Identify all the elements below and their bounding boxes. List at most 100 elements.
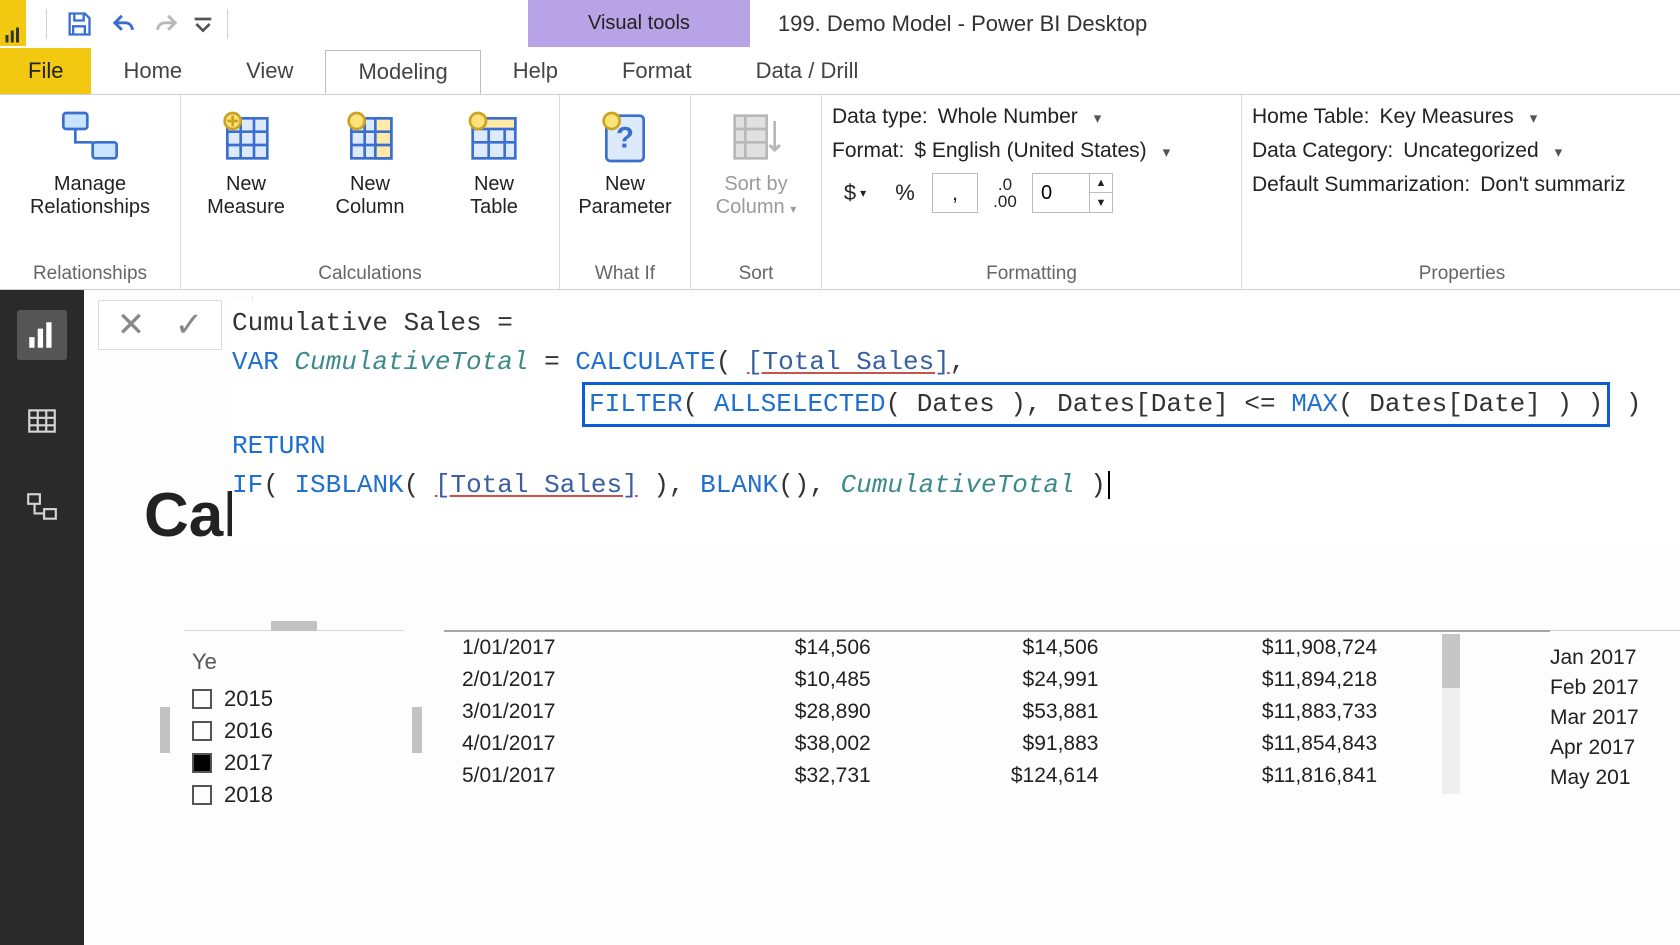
model-view-button[interactable] xyxy=(17,482,67,532)
report-view-button[interactable] xyxy=(17,310,67,360)
table-cell: 1/01/2017 xyxy=(444,632,683,664)
format-dropdown[interactable]: Format: $ English (United States) xyxy=(832,139,1232,163)
decimals-input[interactable] xyxy=(1033,182,1089,205)
home-table-label: Home Table: xyxy=(1252,105,1370,129)
decimals-down[interactable]: ▼ xyxy=(1090,193,1112,212)
table-row[interactable]: 3/01/2017$28,890$53,881$11,883,733 xyxy=(444,696,1395,728)
tab-modeling[interactable]: Modeling xyxy=(325,50,480,94)
slicer-item-label: 2016 xyxy=(224,718,273,744)
table-cell: 3/01/2017 xyxy=(444,696,683,728)
summarize-value: Don't summariz xyxy=(1480,173,1625,197)
formula-bar: ✕ ✓ Cumulative Sales = VAR CumulativeTot… xyxy=(98,300,1680,545)
new-measure-button[interactable]: New Measure xyxy=(191,99,301,219)
sort-by-column-button[interactable]: Sort by Column ▾ xyxy=(701,99,811,219)
month-item: Jan 2017 xyxy=(1550,643,1680,673)
formula-cancel-button[interactable]: ✕ xyxy=(105,303,157,347)
grid-scrollbar[interactable] xyxy=(1442,634,1460,794)
month-item: Feb 2017 xyxy=(1550,673,1680,703)
group-whatif: ? New Parameter What If xyxy=(560,95,691,289)
format-value: $ English (United States) xyxy=(914,139,1146,163)
slicer-item-label: 2015 xyxy=(224,686,273,712)
ribbon: Manage Relationships Relationships New M… xyxy=(0,94,1680,290)
slicer-title: Ye xyxy=(192,649,396,675)
new-parameter-button[interactable]: ? New Parameter xyxy=(570,99,680,219)
slicer-item[interactable]: 2015 xyxy=(192,683,396,715)
table-cell: $38,002 xyxy=(683,728,889,760)
table-cell: 2/01/2017 xyxy=(444,664,683,696)
save-icon[interactable] xyxy=(61,6,97,42)
checkbox[interactable] xyxy=(192,689,212,709)
data-category-dropdown[interactable]: Data Category: Uncategorized xyxy=(1252,139,1652,163)
table-cell: $32,731 xyxy=(683,760,889,792)
document-title: 199. Demo Model - Power BI Desktop xyxy=(750,0,1680,47)
text-cursor xyxy=(1108,471,1110,499)
group-formatting: Data type: Whole Number Format: $ Englis… xyxy=(822,95,1242,289)
decimals-up[interactable]: ▲ xyxy=(1090,174,1112,193)
summarize-label: Default Summarization: xyxy=(1252,173,1470,197)
tab-format[interactable]: Format xyxy=(590,48,724,94)
new-column-icon xyxy=(338,105,402,169)
table-row[interactable]: 1/01/2017$14,506$14,506$11,908,724 xyxy=(444,632,1395,664)
data-grid[interactable]: 1/01/2017$14,506$14,506$11,908,7242/01/2… xyxy=(444,630,1550,829)
formula-editor[interactable]: Cumulative Sales = VAR CumulativeTotal =… xyxy=(232,300,1680,545)
table-row[interactable]: 5/01/2017$32,731$124,614$11,816,841 xyxy=(444,760,1395,792)
data-type-dropdown[interactable]: Data type: Whole Number xyxy=(832,105,1232,129)
redo-icon[interactable] xyxy=(149,6,185,42)
slicer-resize-top[interactable] xyxy=(271,621,317,631)
new-table-icon xyxy=(462,105,526,169)
year-slicer[interactable]: Ye 2015 2016 2017 2018 xyxy=(184,630,404,829)
table-cell: $11,894,218 xyxy=(1116,664,1395,696)
data-type-value: Whole Number xyxy=(938,105,1078,129)
manage-relationships-button[interactable]: Manage Relationships xyxy=(10,99,170,219)
formula-commit-button[interactable]: ✓ xyxy=(163,303,215,347)
default-summarization-dropdown[interactable]: Default Summarization: Don't summariz xyxy=(1252,173,1652,197)
qat-customize-icon[interactable] xyxy=(193,6,213,42)
slicer-item-label: 2017 xyxy=(224,750,273,776)
new-table-button[interactable]: New Table xyxy=(439,99,549,219)
home-table-dropdown[interactable]: Home Table: Key Measures xyxy=(1252,105,1652,129)
group-label-calculations: Calculations xyxy=(191,261,549,287)
thousands-separator-button[interactable]: , xyxy=(932,173,978,213)
table-cell: $14,506 xyxy=(889,632,1117,664)
workspace: Cal ✕ ✓ Cumulative Sales = VAR Cumulativ… xyxy=(0,290,1680,945)
month-item: Apr 2017 xyxy=(1550,733,1680,763)
sort-by-column-label: Sort by Column ▾ xyxy=(716,173,797,219)
decimals-icon: .0.00 xyxy=(982,173,1028,213)
group-label-relationships: Relationships xyxy=(10,261,170,287)
scrollbar-thumb[interactable] xyxy=(1442,634,1460,688)
table-cell: $11,908,724 xyxy=(1116,632,1395,664)
slicer-item[interactable]: 2017 xyxy=(192,747,396,779)
group-relationships: Manage Relationships Relationships xyxy=(0,95,181,289)
tab-file[interactable]: File xyxy=(0,48,91,94)
currency-button[interactable]: $▾ xyxy=(832,173,878,213)
decimals-stepper[interactable]: ▲▼ xyxy=(1032,173,1113,213)
contextual-tab-header: Visual tools xyxy=(528,0,750,47)
slicer-resize-right[interactable] xyxy=(412,707,422,753)
group-label-properties: Properties xyxy=(1252,261,1672,287)
report-canvas: Cal ✕ ✓ Cumulative Sales = VAR Cumulativ… xyxy=(84,290,1680,945)
new-column-label: New Column xyxy=(336,173,405,219)
slicer-resize-left[interactable] xyxy=(160,707,170,753)
percent-button[interactable]: % xyxy=(882,173,928,213)
slicer-item[interactable]: 2016 xyxy=(192,715,396,747)
slicer-item[interactable]: 2018 xyxy=(192,779,396,811)
data-view-button[interactable] xyxy=(17,396,67,446)
group-sort: Sort by Column ▾ Sort xyxy=(691,95,822,289)
tab-data-drill[interactable]: Data / Drill xyxy=(724,48,891,94)
table-row[interactable]: 4/01/2017$38,002$91,883$11,854,843 xyxy=(444,728,1395,760)
tab-home[interactable]: Home xyxy=(91,48,214,94)
new-column-button[interactable]: New Column xyxy=(315,99,425,219)
group-calculations: New Measure New Column xyxy=(181,95,560,289)
group-label-formatting: Formatting xyxy=(832,261,1231,287)
tab-help[interactable]: Help xyxy=(481,48,590,94)
undo-icon[interactable] xyxy=(105,6,141,42)
new-parameter-icon: ? xyxy=(593,105,657,169)
data-category-label: Data Category: xyxy=(1252,139,1393,163)
checkbox[interactable] xyxy=(192,753,212,773)
checkbox[interactable] xyxy=(192,721,212,741)
checkbox[interactable] xyxy=(192,785,212,805)
properties-controls: Home Table: Key Measures Data Category: … xyxy=(1252,99,1652,197)
tab-view[interactable]: View xyxy=(214,48,325,94)
table-row[interactable]: 2/01/2017$10,485$24,991$11,894,218 xyxy=(444,664,1395,696)
table-cell: $24,991 xyxy=(889,664,1117,696)
